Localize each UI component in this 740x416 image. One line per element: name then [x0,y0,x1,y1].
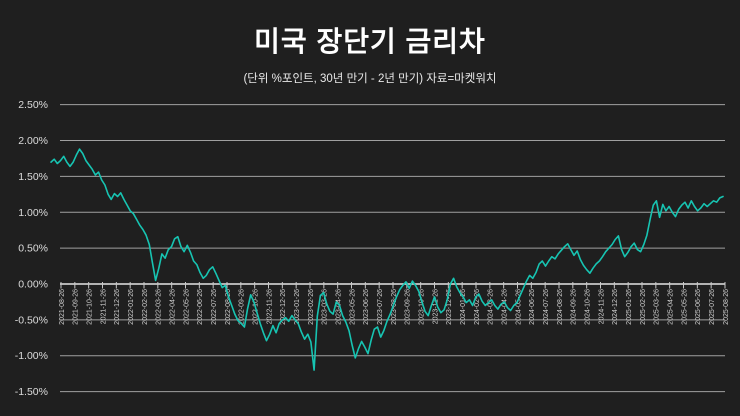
x-axis-tick-label: 2022-09-26 [239,289,246,325]
chart-subtitle: (단위 %포인트, 30년 만기 - 2년 만기) 자료=마켓워치 [243,73,497,85]
x-axis-tick-label: 2024-08-26 [557,289,564,325]
x-axis-tick-label: 2023-06-26 [363,289,370,325]
x-axis-tick-label: 2023-09-26 [405,289,412,325]
x-axis-tick-label: 2024-03-26 [488,289,495,325]
x-axis-tick-label: 2021-11-26 [100,289,107,324]
y-axis-tick-label: 1.50% [18,171,48,183]
x-axis-tick-label: 2024-06-26 [529,289,536,325]
x-axis-tick-label: 2025-08-26 [723,289,730,325]
x-axis-tick-label: 2023-11-26 [432,289,439,324]
y-axis-tick-label: -1.00% [15,350,48,362]
x-axis-tick-label: 2024-01-26 [460,289,467,325]
x-axis-labels: 2021-08-26 2021-09-26 2021-10-26 2021-11-26… [59,289,730,325]
x-axis-tick-label: 2023-12-26 [446,289,453,325]
x-axis-tick-label: 2021-12-26 [114,289,121,325]
x-axis-tick-label: 2024-12-26 [612,289,619,325]
y-axis-tick-label: 1.00% [18,207,48,219]
x-axis-tick-label: 2021-09-26 [73,289,80,325]
x-axis-tick-label: 2023-10-26 [418,289,425,325]
x-axis-tick-label: 2025-01-26 [626,289,633,325]
x-axis-tick-label: 2023-07-26 [377,289,384,325]
x-axis-tick-label: 2024-09-26 [571,289,578,325]
x-axis-tick-label: 2023-05-26 [349,289,356,325]
x-axis-tick-label: 2023-04-26 [335,289,342,325]
y-axis-labels: 2.50% 2.00% 1.50% 1.00% 0.50% 0.00% -0.50% -1.0… [15,99,48,398]
x-axis-tick-label: 2024-02-26 [474,289,481,325]
y-axis-tick-label: 2.50% [18,99,48,111]
x-axis-tick-label: 2022-07-26 [211,289,218,325]
x-axis-tick-label: 2024-10-26 [584,289,591,325]
x-axis-tick-label: 2025-04-26 [667,289,674,325]
gridlines [60,104,725,393]
x-axis-tick-label: 2022-06-26 [197,289,204,325]
y-axis-tick-label: 0.00% [18,279,48,291]
chart-title: 미국 장단기 금리차 [254,26,486,57]
x-axis-tick-label: 2022-11-26 [266,289,273,324]
x-axis-tick-label: 2022-01-26 [128,289,135,325]
x-axis-tick-label: 2022-04-26 [169,289,176,325]
x-axis-tick-label: 2021-08-26 [59,289,66,325]
x-axis-tick-label: 2024-07-26 [543,289,550,325]
x-axis-tick-label: 2024-04-26 [501,289,508,325]
x-axis-tick-label: 2023-02-26 [308,289,315,325]
x-axis-tick-label: 2024-05-26 [515,289,522,325]
y-axis-tick-label: 0.50% [18,243,48,255]
x-axis-tick-label: 2022-05-26 [183,289,190,325]
x-axis-tick-label: 2022-02-26 [142,289,149,325]
x-axis-tick-label: 2021-10-26 [86,289,93,325]
x-axis-tick-label: 2022-12-26 [280,289,287,325]
y-axis-tick-label: 2.00% [18,135,48,147]
spread-line-series [50,148,724,371]
x-axis-tick-label: 2025-05-26 [681,289,688,325]
x-axis-tick-label: 2025-03-26 [654,289,661,325]
x-axis-tick-label: 2024-11-26 [598,289,605,324]
x-axis-tick-label: 2022-08-26 [225,289,232,325]
x-axis-tick-label: 2025-02-26 [640,289,647,325]
x-axis-tick-label: 2025-06-26 [695,289,702,325]
x-axis-tick-label: 2023-08-26 [391,289,398,325]
x-axis-tick-label: 2023-01-26 [294,289,301,325]
x-axis-tick-label: 2025-07-26 [709,289,716,325]
x-axis-tick-label: 2023-03-26 [322,289,329,325]
x-axis-ticks [60,282,726,289]
x-axis-tick-label: 2022-03-26 [156,289,163,325]
y-axis-tick-label: -0.50% [15,314,48,326]
y-axis-tick-label: -1.50% [15,386,48,398]
